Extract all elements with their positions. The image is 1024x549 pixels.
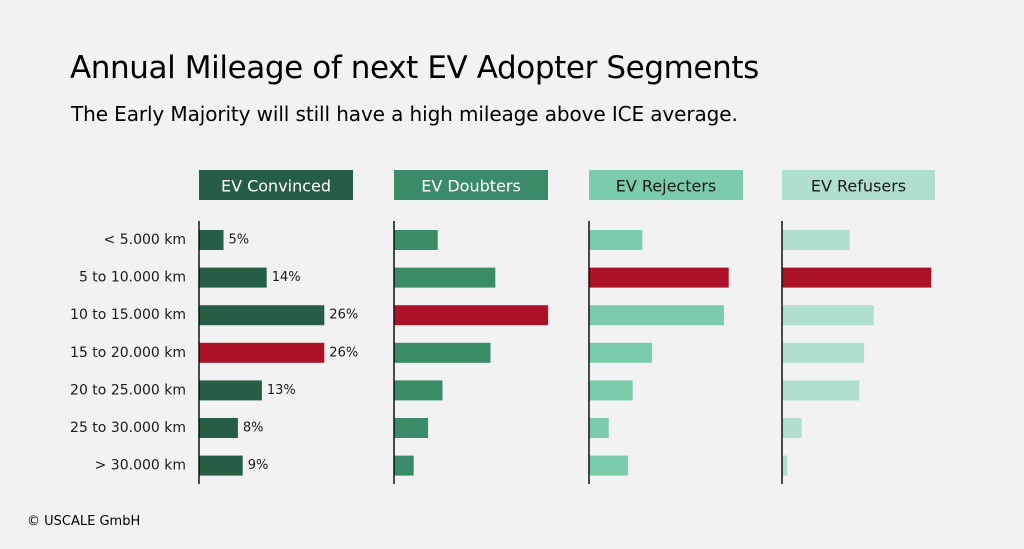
legend-label-ev-refusers: EV Refusers — [811, 177, 906, 196]
bar-ev-convinced-3 — [199, 342, 325, 363]
bar-ev-doubters-5 — [394, 418, 429, 438]
legend-box-ev-doubters — [394, 170, 548, 200]
data-label-ev-convinced-3: 26% — [329, 345, 358, 360]
legend-box-ev-rejecters — [589, 170, 743, 200]
bar-ev-rejecters-1 — [589, 267, 729, 288]
bar-ev-convinced-5 — [199, 418, 238, 438]
category-label-0: < 5.000 km — [104, 232, 186, 248]
legend-box-ev-convinced — [199, 170, 353, 200]
bar-ev-rejecters-6 — [589, 455, 628, 476]
bar-ev-refusers-2 — [782, 305, 874, 326]
bar-ev-refusers-0 — [782, 230, 850, 250]
category-label-4: 20 to 25.000 km — [70, 382, 186, 398]
bar-ev-convinced-0 — [199, 230, 224, 250]
data-label-ev-convinced-0: 5% — [229, 233, 250, 248]
bar-ev-rejecters-0 — [589, 230, 643, 250]
bar-ev-rejecters-2 — [589, 305, 724, 326]
bar-ev-refusers-4 — [782, 380, 860, 401]
legend-label-ev-doubters: EV Doubters — [421, 177, 521, 196]
bar-ev-convinced-6 — [199, 455, 243, 476]
legend-box-ev-refusers — [782, 170, 935, 200]
bar-ev-doubters-0 — [394, 230, 438, 250]
bar-ev-refusers-5 — [782, 418, 802, 438]
legend-label-ev-convinced: EV Convinced — [221, 177, 331, 196]
legend-label-ev-rejecters: EV Rejecters — [616, 177, 717, 196]
data-label-ev-convinced-6: 9% — [248, 458, 269, 473]
chart-subtitle: The Early Majority will still have a hig… — [71, 102, 738, 126]
category-label-5: 25 to 30.000 km — [70, 420, 186, 436]
category-label-6: > 30.000 km — [95, 458, 186, 474]
category-label-2: 10 to 15.000 km — [70, 307, 186, 323]
bar-ev-doubters-1 — [394, 267, 496, 288]
copyright-notice: © USCALE GmbH — [27, 514, 141, 529]
data-label-ev-convinced-5: 8% — [243, 421, 264, 436]
bar-ev-refusers-1 — [782, 267, 932, 288]
bar-ev-doubters-3 — [394, 342, 491, 363]
chart-title: Annual Mileage of next EV Adopter Segmen… — [70, 50, 759, 86]
bar-ev-convinced-4 — [199, 380, 262, 401]
bar-ev-rejecters-5 — [589, 418, 609, 438]
category-label-3: 15 to 20.000 km — [70, 345, 186, 361]
data-label-ev-convinced-4: 13% — [267, 383, 296, 398]
bar-ev-doubters-4 — [394, 380, 443, 401]
data-label-ev-convinced-1: 14% — [272, 270, 301, 285]
category-label-1: 5 to 10.000 km — [79, 270, 186, 286]
bar-ev-rejecters-4 — [589, 380, 633, 401]
data-label-ev-convinced-2: 26% — [329, 308, 358, 323]
bar-ev-doubters-2 — [394, 305, 549, 326]
bar-ev-doubters-6 — [394, 455, 414, 476]
bar-ev-convinced-2 — [199, 305, 325, 326]
bar-ev-convinced-1 — [199, 267, 267, 288]
bar-ev-rejecters-3 — [589, 342, 652, 363]
bar-ev-refusers-6 — [782, 455, 788, 476]
bar-ev-refusers-3 — [782, 342, 865, 363]
